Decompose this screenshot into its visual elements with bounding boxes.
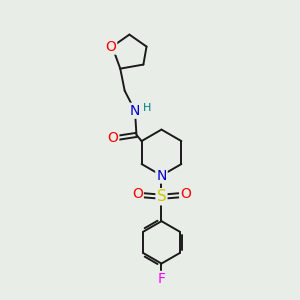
Text: H: H [143,103,152,113]
Text: O: O [180,187,191,201]
Text: S: S [157,189,166,204]
Text: O: O [105,40,116,54]
Text: N: N [130,104,140,118]
Text: N: N [156,169,167,182]
Text: O: O [132,187,143,201]
Text: F: F [158,272,166,286]
Text: O: O [107,131,118,145]
